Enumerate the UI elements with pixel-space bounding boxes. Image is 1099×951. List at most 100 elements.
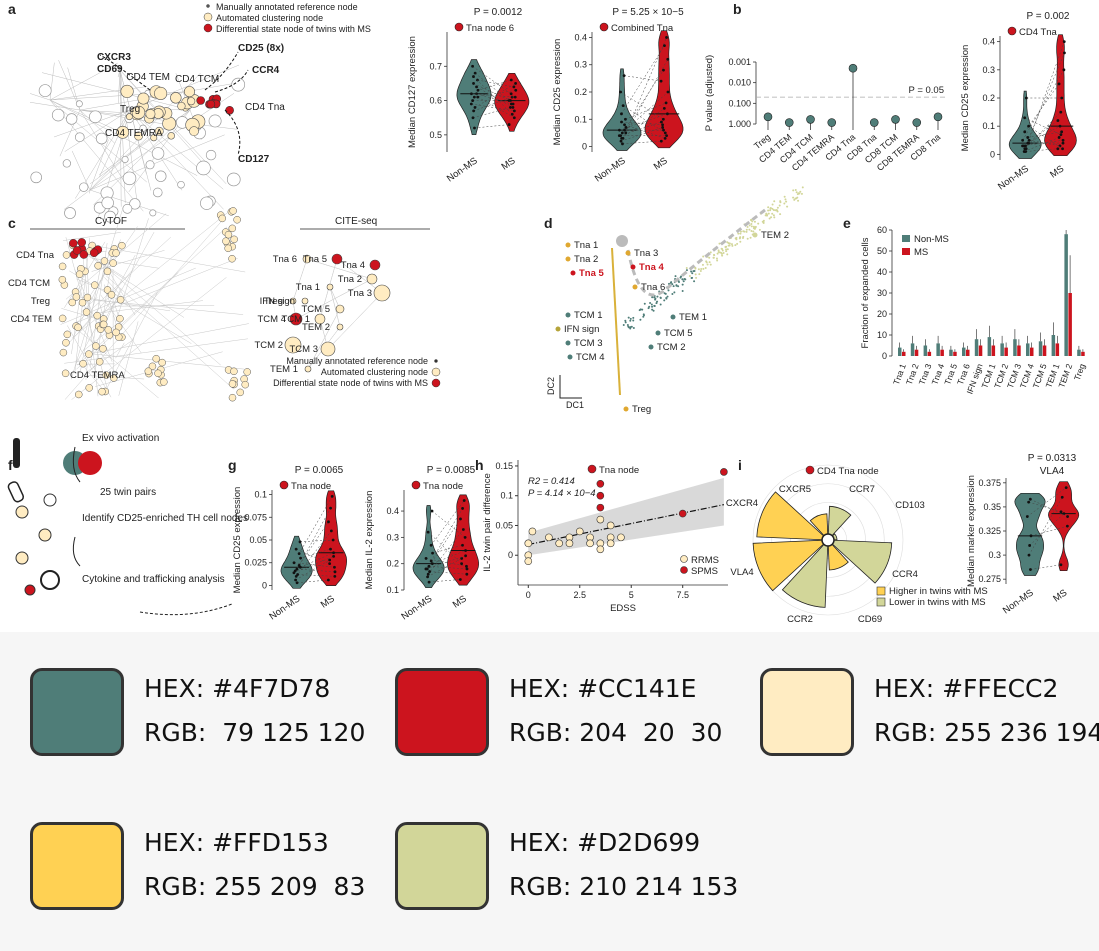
cell-point — [772, 214, 775, 217]
legend-swatch — [876, 597, 886, 607]
cluster-node — [75, 390, 83, 399]
pair-line — [1027, 487, 1067, 517]
data-point — [460, 557, 464, 560]
differential-node — [79, 250, 89, 259]
pair-line — [621, 121, 663, 125]
cell-point — [650, 303, 653, 306]
rose-wedge-cxcr5 — [809, 513, 829, 542]
data-point — [296, 573, 300, 576]
cell-point — [785, 200, 788, 203]
network-a: Manually annotated reference nodeAutomat… — [29, 2, 371, 223]
cell-point — [734, 244, 737, 247]
data-point — [510, 112, 514, 116]
pair-line — [473, 83, 511, 101]
bar-non-ms — [1026, 343, 1030, 356]
r2-label: R2 = 0.414 — [528, 476, 575, 487]
data-point — [1028, 497, 1032, 501]
data-point — [1023, 130, 1027, 134]
cell-point — [745, 228, 748, 231]
legend-marker — [411, 480, 421, 490]
data-point — [511, 102, 515, 106]
cell-point — [783, 195, 786, 198]
pair-line — [1024, 83, 1060, 132]
p-value-label: P = 0.0065 — [295, 465, 344, 476]
pair-line — [1025, 41, 1065, 149]
cluster-node — [228, 380, 237, 388]
reference-node — [139, 124, 147, 132]
legend-label: Tna node — [291, 481, 331, 492]
legend-label: Tna node — [423, 481, 463, 492]
rose-axis-label: CCR7 — [849, 484, 875, 495]
cell-point — [641, 308, 644, 311]
cell-point — [685, 269, 688, 272]
cluster-label: Treg — [632, 404, 651, 415]
data-point — [333, 565, 336, 569]
data-point-spms — [720, 468, 728, 476]
cite-node — [335, 304, 345, 314]
data-point — [1060, 130, 1064, 134]
cite-node-label: Tna 3 — [348, 288, 372, 299]
reference-node — [129, 198, 141, 210]
cell-point — [685, 266, 688, 269]
start-node — [616, 235, 628, 247]
cell-point — [680, 275, 683, 278]
marker-label: CD25 (8x) — [238, 43, 284, 54]
lollipop-head — [763, 112, 773, 122]
cluster-node — [85, 384, 93, 392]
reference-node — [74, 132, 85, 143]
p-value-label: P = 0.0313 — [1028, 453, 1077, 464]
data-point — [427, 580, 431, 584]
cluster-node — [82, 308, 91, 316]
network-edge — [58, 60, 81, 111]
y-tick-label: 0.1 — [254, 490, 267, 500]
data-point — [1026, 136, 1030, 139]
color-palette: HEX: #4F7D78 RGB: 79 125 120 HEX: #CC141… — [0, 632, 1099, 951]
data-point — [513, 95, 517, 99]
legend-label: Automated clustering node — [321, 367, 428, 377]
flow-arrow — [72, 536, 81, 567]
data-point — [512, 116, 516, 120]
data-point — [661, 126, 665, 129]
network-edge — [329, 286, 341, 328]
bar-ms — [914, 349, 919, 356]
cluster-node — [233, 215, 241, 224]
legend-label: Differential state node of twins with MS — [216, 24, 371, 34]
bar-non-ms — [1013, 339, 1017, 356]
data-point — [1024, 147, 1028, 151]
network-edge — [89, 72, 201, 191]
arrow-cxcr3 — [99, 54, 151, 91]
x-tick-label: Non-MS — [399, 593, 434, 622]
data-point — [472, 82, 475, 85]
cite-node-label: TCM 4 — [258, 314, 287, 325]
cluster-node — [236, 388, 244, 397]
panel-letter-c: c — [8, 215, 16, 231]
cluster-label: Tna 3 — [634, 248, 658, 259]
radial-gridline — [808, 520, 848, 560]
reference-node — [149, 209, 157, 217]
differential-node — [69, 238, 78, 248]
data-point-spms — [596, 491, 605, 500]
data-point — [1059, 133, 1063, 137]
data-point — [514, 82, 517, 85]
rose-wedge-ccr2 — [781, 538, 829, 608]
cluster-node — [224, 244, 232, 253]
data-point — [1059, 510, 1063, 514]
network-edge — [71, 277, 227, 400]
bar-non-ms — [949, 349, 953, 356]
cluster-node — [78, 298, 87, 307]
cluster-node — [68, 298, 77, 307]
node-label: CD4 Tna — [245, 102, 285, 113]
data-point — [663, 136, 667, 140]
data-point-spms — [596, 480, 605, 488]
legend-label: Manually annotated reference node — [286, 356, 428, 366]
cluster-node — [61, 369, 70, 378]
reference-node — [205, 149, 217, 161]
pair-line — [473, 76, 513, 115]
reference-node — [95, 132, 108, 145]
cell-point — [739, 240, 742, 243]
data-point-rrms — [596, 515, 605, 524]
cell-point — [718, 242, 721, 245]
x-axis-label: EDSS — [610, 603, 636, 614]
p-value-label: P = 0.0012 — [474, 7, 523, 18]
cell-point — [697, 268, 700, 271]
